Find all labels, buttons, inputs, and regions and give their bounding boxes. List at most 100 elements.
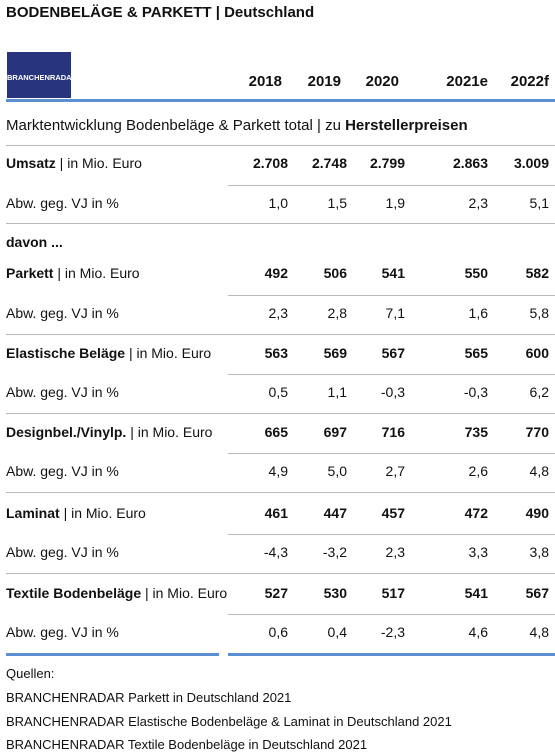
change-cell: 5,1 bbox=[529, 195, 549, 211]
change-cell: 1,6 bbox=[468, 305, 488, 321]
change-cell: 1,1 bbox=[327, 384, 347, 400]
table-row: Abw. geg. VJ in % 0,6 0,4 -2,3 4,6 4,8 bbox=[0, 624, 555, 646]
change-label: Abw. geg. VJ in % bbox=[6, 305, 119, 321]
table-row: Abw. geg. VJ in % 2,3 2,8 7,1 1,6 5,8 bbox=[0, 305, 555, 327]
change-cell: 6,2 bbox=[529, 384, 549, 400]
value-cell: 2.799 bbox=[369, 155, 405, 171]
value-cell: 735 bbox=[464, 424, 488, 440]
row-divider bbox=[228, 534, 555, 535]
value-cell: 665 bbox=[264, 424, 288, 440]
value-cell: 541 bbox=[464, 585, 488, 601]
value-cell: 461 bbox=[264, 505, 288, 521]
footer-rule-left bbox=[6, 653, 219, 656]
year-header-2022f: 2022f bbox=[510, 73, 549, 90]
change-cell: 2,6 bbox=[468, 463, 488, 479]
change-label: Abw. geg. VJ in % bbox=[6, 544, 119, 560]
value-cell: 2.708 bbox=[252, 155, 288, 171]
value-cell: 697 bbox=[323, 424, 347, 440]
row-label: Umsatz bbox=[6, 155, 56, 171]
table-row: Abw. geg. VJ in % 4,9 5,0 2,7 2,6 4,8 bbox=[0, 463, 555, 485]
change-cell: 7,1 bbox=[385, 305, 405, 321]
row-label: Designbel./Vinylp. bbox=[6, 424, 127, 440]
table-subtitle: Marktentwicklung Bodenbeläge & Parkett t… bbox=[6, 117, 468, 134]
davon-label: davon ... bbox=[6, 234, 63, 250]
change-cell: 1,5 bbox=[327, 195, 347, 211]
subtitle-emphasis: Herstellerpreisen bbox=[345, 117, 468, 134]
value-cell: 2.863 bbox=[452, 155, 488, 171]
change-cell: 4,8 bbox=[529, 624, 549, 640]
value-cell: 565 bbox=[464, 345, 488, 361]
table-row: Abw. geg. VJ in % 1,0 1,5 1,9 2,3 5,1 bbox=[0, 195, 555, 217]
change-cell: 5,0 bbox=[327, 463, 347, 479]
source-item: BRANCHENRADAR Elastische Bodenbeläge & L… bbox=[6, 714, 452, 729]
change-cell: 2,3 bbox=[385, 544, 405, 560]
change-cell: 4,8 bbox=[529, 463, 549, 479]
change-cell: -2,3 bbox=[380, 624, 405, 640]
value-cell: 716 bbox=[381, 424, 405, 440]
value-cell: 506 bbox=[323, 265, 347, 281]
change-cell: 1,9 bbox=[385, 195, 405, 211]
logo-text: BRANCHENRADAR bbox=[7, 73, 77, 82]
change-cell: -0,3 bbox=[380, 384, 405, 400]
row-divider bbox=[228, 614, 555, 615]
row-divider bbox=[228, 374, 555, 375]
value-cell: 541 bbox=[381, 265, 405, 281]
row-label: Parkett bbox=[6, 265, 54, 281]
change-cell: 5,8 bbox=[529, 305, 549, 321]
value-cell: 770 bbox=[525, 424, 549, 440]
change-cell: -3,2 bbox=[322, 544, 347, 560]
table-row: Laminat | in Mio. Euro 461 447 457 472 4… bbox=[6, 505, 549, 521]
change-cell: 0,6 bbox=[268, 624, 288, 640]
change-cell: 0,5 bbox=[268, 384, 288, 400]
change-label: Abw. geg. VJ in % bbox=[6, 384, 119, 400]
row-label: Elastische Beläge bbox=[6, 345, 126, 361]
year-header-2019: 2019 bbox=[307, 73, 341, 90]
year-header-2020: 2020 bbox=[365, 73, 399, 90]
value-cell: 582 bbox=[525, 265, 549, 281]
value-cell: 527 bbox=[264, 585, 288, 601]
value-cell: 567 bbox=[525, 585, 549, 601]
value-cell: 550 bbox=[464, 265, 488, 281]
footer-rule-right bbox=[228, 653, 555, 656]
row-divider bbox=[228, 185, 555, 186]
value-cell: 457 bbox=[381, 505, 405, 521]
table-row: Abw. geg. VJ in % -4,3 -3,2 2,3 3,3 3,8 bbox=[0, 544, 555, 566]
value-cell: 472 bbox=[464, 505, 488, 521]
value-cell: 447 bbox=[323, 505, 347, 521]
row-divider bbox=[6, 492, 555, 493]
table-row: Parkett | in Mio. Euro 492 506 541 550 5… bbox=[6, 265, 549, 281]
row-divider bbox=[6, 223, 555, 224]
value-cell: 490 bbox=[525, 505, 549, 521]
change-cell: -0,3 bbox=[463, 384, 488, 400]
value-cell: 600 bbox=[525, 345, 549, 361]
row-label: Laminat bbox=[6, 505, 60, 521]
row-divider bbox=[228, 295, 555, 296]
change-label: Abw. geg. VJ in % bbox=[6, 195, 119, 211]
row-divider bbox=[6, 573, 555, 574]
year-header-2018: 2018 bbox=[248, 73, 282, 90]
change-cell: 2,3 bbox=[268, 305, 288, 321]
row-divider bbox=[6, 334, 555, 335]
value-cell: 530 bbox=[323, 585, 347, 601]
table-row: Umsatz | in Mio. Euro 2.708 2.748 2.799 … bbox=[6, 155, 549, 171]
value-cell: 563 bbox=[264, 345, 288, 361]
change-label: Abw. geg. VJ in % bbox=[6, 624, 119, 640]
source-item: BRANCHENRADAR Parkett in Deutschland 202… bbox=[6, 690, 292, 705]
page-title: BODENBELÄGE & PARKETT | Deutschland bbox=[6, 4, 315, 21]
table-row: Abw. geg. VJ in % 0,5 1,1 -0,3 -0,3 6,2 bbox=[0, 384, 555, 406]
change-cell: 0,4 bbox=[327, 624, 347, 640]
change-cell: -4,3 bbox=[263, 544, 288, 560]
change-cell: 4,9 bbox=[268, 463, 288, 479]
value-cell: 569 bbox=[323, 345, 347, 361]
year-header-2021e: 2021e bbox=[446, 73, 488, 90]
row-divider bbox=[228, 453, 555, 454]
table-row: davon ... bbox=[0, 234, 555, 256]
change-cell: 1,0 bbox=[268, 195, 288, 211]
change-label: Abw. geg. VJ in % bbox=[6, 463, 119, 479]
change-cell: 2,8 bbox=[327, 305, 347, 321]
value-cell: 517 bbox=[381, 585, 405, 601]
value-cell: 492 bbox=[264, 265, 288, 281]
table-row: Elastische Beläge | in Mio. Euro 563 569… bbox=[6, 345, 549, 361]
row-label: Textile Bodenbeläge bbox=[6, 585, 142, 601]
table-row: Textile Bodenbeläge | in Mio. Euro 527 5… bbox=[6, 585, 549, 601]
